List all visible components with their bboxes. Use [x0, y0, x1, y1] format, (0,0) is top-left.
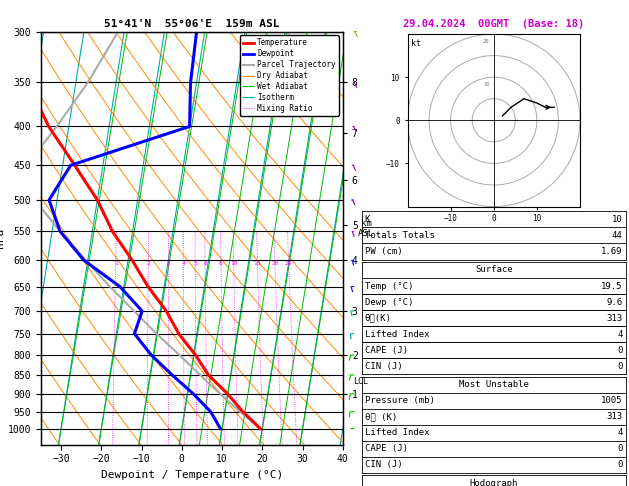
Y-axis label: km
ASL: km ASL: [358, 219, 374, 238]
Text: 0: 0: [617, 460, 623, 469]
Text: Lifted Index: Lifted Index: [365, 330, 430, 339]
Text: CAPE (J): CAPE (J): [365, 444, 408, 453]
X-axis label: Dewpoint / Temperature (°C): Dewpoint / Temperature (°C): [101, 470, 283, 480]
Text: 0: 0: [617, 346, 623, 355]
Text: Pressure (mb): Pressure (mb): [365, 396, 435, 405]
Text: LCL: LCL: [353, 378, 369, 386]
Text: 4: 4: [617, 428, 623, 437]
Text: K: K: [365, 215, 370, 224]
Text: 29.04.2024  00GMT  (Base: 18): 29.04.2024 00GMT (Base: 18): [403, 19, 584, 29]
Text: 20: 20: [271, 260, 279, 266]
Text: 4: 4: [617, 330, 623, 339]
Text: CIN (J): CIN (J): [365, 362, 403, 371]
Text: 10: 10: [230, 260, 237, 266]
Text: 2: 2: [147, 260, 150, 266]
Text: θᴇ (K): θᴇ (K): [365, 412, 397, 421]
Text: Totals Totals: Totals Totals: [365, 231, 435, 240]
Text: 1: 1: [114, 260, 118, 266]
Text: 1005: 1005: [601, 396, 623, 405]
Text: Lifted Index: Lifted Index: [365, 428, 430, 437]
Text: Surface: Surface: [475, 265, 513, 275]
Text: 6: 6: [203, 260, 207, 266]
Text: 3: 3: [167, 260, 170, 266]
Text: PW (cm): PW (cm): [365, 247, 403, 256]
Text: kt: kt: [411, 39, 421, 48]
Text: 15: 15: [253, 260, 261, 266]
Text: CAPE (J): CAPE (J): [365, 346, 408, 355]
Text: 313: 313: [606, 313, 623, 323]
Text: 44: 44: [612, 231, 623, 240]
Text: 1.69: 1.69: [601, 247, 623, 256]
Y-axis label: hPa: hPa: [0, 228, 5, 248]
Text: 8: 8: [219, 260, 223, 266]
Text: 0: 0: [617, 444, 623, 453]
Text: Most Unstable: Most Unstable: [459, 380, 529, 389]
Text: Hodograph: Hodograph: [470, 479, 518, 486]
Text: CIN (J): CIN (J): [365, 460, 403, 469]
Text: 0: 0: [617, 362, 623, 371]
Text: 313: 313: [606, 412, 623, 421]
Text: 10: 10: [612, 215, 623, 224]
Legend: Temperature, Dewpoint, Parcel Trajectory, Dry Adiabat, Wet Adiabat, Isotherm, Mi: Temperature, Dewpoint, Parcel Trajectory…: [240, 35, 339, 116]
Text: 25: 25: [285, 260, 292, 266]
Text: θᴇ(K): θᴇ(K): [365, 313, 392, 323]
Text: 51°41'N  55°06'E  159m ASL: 51°41'N 55°06'E 159m ASL: [104, 19, 280, 29]
Text: 10: 10: [483, 82, 489, 87]
Text: 4: 4: [182, 260, 186, 266]
Text: Dewp (°C): Dewp (°C): [365, 297, 413, 307]
Text: 9.6: 9.6: [606, 297, 623, 307]
Text: 19.5: 19.5: [601, 281, 623, 291]
Text: Temp (°C): Temp (°C): [365, 281, 413, 291]
Text: 5: 5: [193, 260, 197, 266]
Text: 20: 20: [483, 39, 489, 44]
